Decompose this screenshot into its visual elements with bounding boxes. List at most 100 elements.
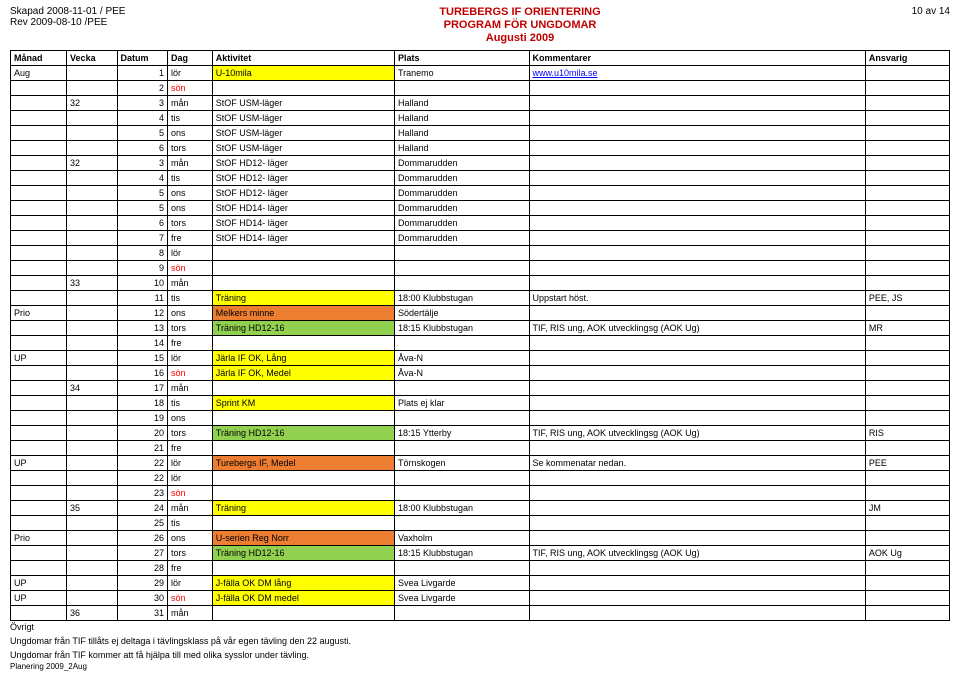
cell-manad: Aug [11,65,67,80]
cell-kommentar [529,260,865,275]
cell-kommentar [529,200,865,215]
cell-vecka [67,590,117,605]
cell-plats: Halland [394,110,529,125]
cell-dag: tors [167,545,212,560]
cell-datum-g: 7 [117,230,167,245]
cell-plats: 18:15 Ytterby [394,425,529,440]
cell-manad [11,320,67,335]
table-row: Prio12onsMelkers minneSödertälje [11,305,950,320]
cell-plats [394,470,529,485]
table-row: 5onsStOF HD12- lägerDommarudden [11,185,950,200]
cell-aktivitet [212,560,394,575]
cell-kommentar [529,170,865,185]
cell-aktivitet: Träning [212,290,394,305]
cell-ansvarig: AOK Ug [865,545,949,560]
table-row: 7freStOF HD14- lägerDommarudden [11,230,950,245]
col-ansvarig: Ansvarig [865,50,949,65]
cell-vecka: 32 [67,155,117,170]
title-line-1: TUREBERGS IF ORIENTERING [190,6,850,19]
cell-plats: Vaxholm [394,530,529,545]
cell-vecka [67,170,117,185]
cell-datum-g: 14 [117,335,167,350]
cell-kommentar [529,95,865,110]
cell-datum-g: 8 [117,245,167,260]
cell-ansvarig [865,275,949,290]
col-aktivitet: Aktivitet [212,50,394,65]
cell-ansvarig [865,470,949,485]
table-row: 21fre [11,440,950,455]
cell-kommentar[interactable]: www.u10mila.se [529,65,865,80]
cell-manad [11,275,67,290]
cell-manad: Prio [11,530,67,545]
cell-plats: Dommarudden [394,170,529,185]
cell-plats [394,440,529,455]
table-row: 6torsStOF HD14- lägerDommarudden [11,215,950,230]
cell-ansvarig [865,260,949,275]
cell-ansvarig: PEE, JS [865,290,949,305]
cell-datum-g: 12 [117,305,167,320]
cell-vecka: 35 [67,500,117,515]
col-kommentar: Kommentarer [529,50,865,65]
cell-aktivitet: StOF HD12- läger [212,185,394,200]
cell-ansvarig [865,590,949,605]
cell-datum-g: 26 [117,530,167,545]
cell-datum-g: 2 [117,80,167,95]
cell-vecka [67,425,117,440]
cell-plats [394,380,529,395]
cell-manad [11,140,67,155]
cell-datum-g: 4 [117,170,167,185]
cell-ansvarig [865,440,949,455]
cell-datum-g: 4 [117,110,167,125]
cell-plats [394,260,529,275]
cell-vecka [67,470,117,485]
cell-datum-g: 28 [117,560,167,575]
cell-manad [11,230,67,245]
cell-plats [394,560,529,575]
cell-dag: sön [167,485,212,500]
cell-ansvarig: JM [865,500,949,515]
cell-vecka [67,140,117,155]
cell-plats: Törnskogen [394,455,529,470]
cell-vecka [67,65,117,80]
cell-datum-g: 23 [117,485,167,500]
cell-kommentar [529,215,865,230]
cell-ansvarig [865,515,949,530]
cell-datum-g: 18 [117,395,167,410]
cell-manad [11,605,67,620]
cell-vecka [67,335,117,350]
table-row: 20torsTräning HD12-1618:15 YtterbyTIF, R… [11,425,950,440]
table-header-row: Månad Vecka Datum Dag Aktivitet Plats Ko… [11,50,950,65]
cell-vecka [67,260,117,275]
cell-aktivitet: Melkers minne [212,305,394,320]
cell-kommentar [529,440,865,455]
cell-manad [11,110,67,125]
col-dag: Dag [167,50,212,65]
cell-plats: Tranemo [394,65,529,80]
cell-manad [11,515,67,530]
created-line: Skapad 2008-11-01 / PEE [10,6,190,17]
cell-ansvarig [865,350,949,365]
cell-dag: mån [167,95,212,110]
cell-aktivitet [212,275,394,290]
cell-aktivitet: Järla IF OK, Lång [212,350,394,365]
title-line-3: Augusti 2009 [190,32,850,45]
cell-manad [11,95,67,110]
cell-aktivitet [212,470,394,485]
cell-ansvarig [865,380,949,395]
cell-dag: lör [167,455,212,470]
cell-ansvarig [865,335,949,350]
cell-ansvarig [865,575,949,590]
cell-dag: tors [167,320,212,335]
cell-kommentar [529,605,865,620]
cell-dag: lör [167,575,212,590]
cell-ansvarig: MR [865,320,949,335]
cell-plats [394,485,529,500]
cell-dag: tors [167,215,212,230]
cell-dag: fre [167,230,212,245]
cell-datum-g: 22 [117,455,167,470]
cell-plats: 18:00 Klubbstugan [394,290,529,305]
cell-ansvarig [865,200,949,215]
cell-datum-g: 9 [117,260,167,275]
cell-dag: ons [167,530,212,545]
cell-plats: Dommarudden [394,200,529,215]
